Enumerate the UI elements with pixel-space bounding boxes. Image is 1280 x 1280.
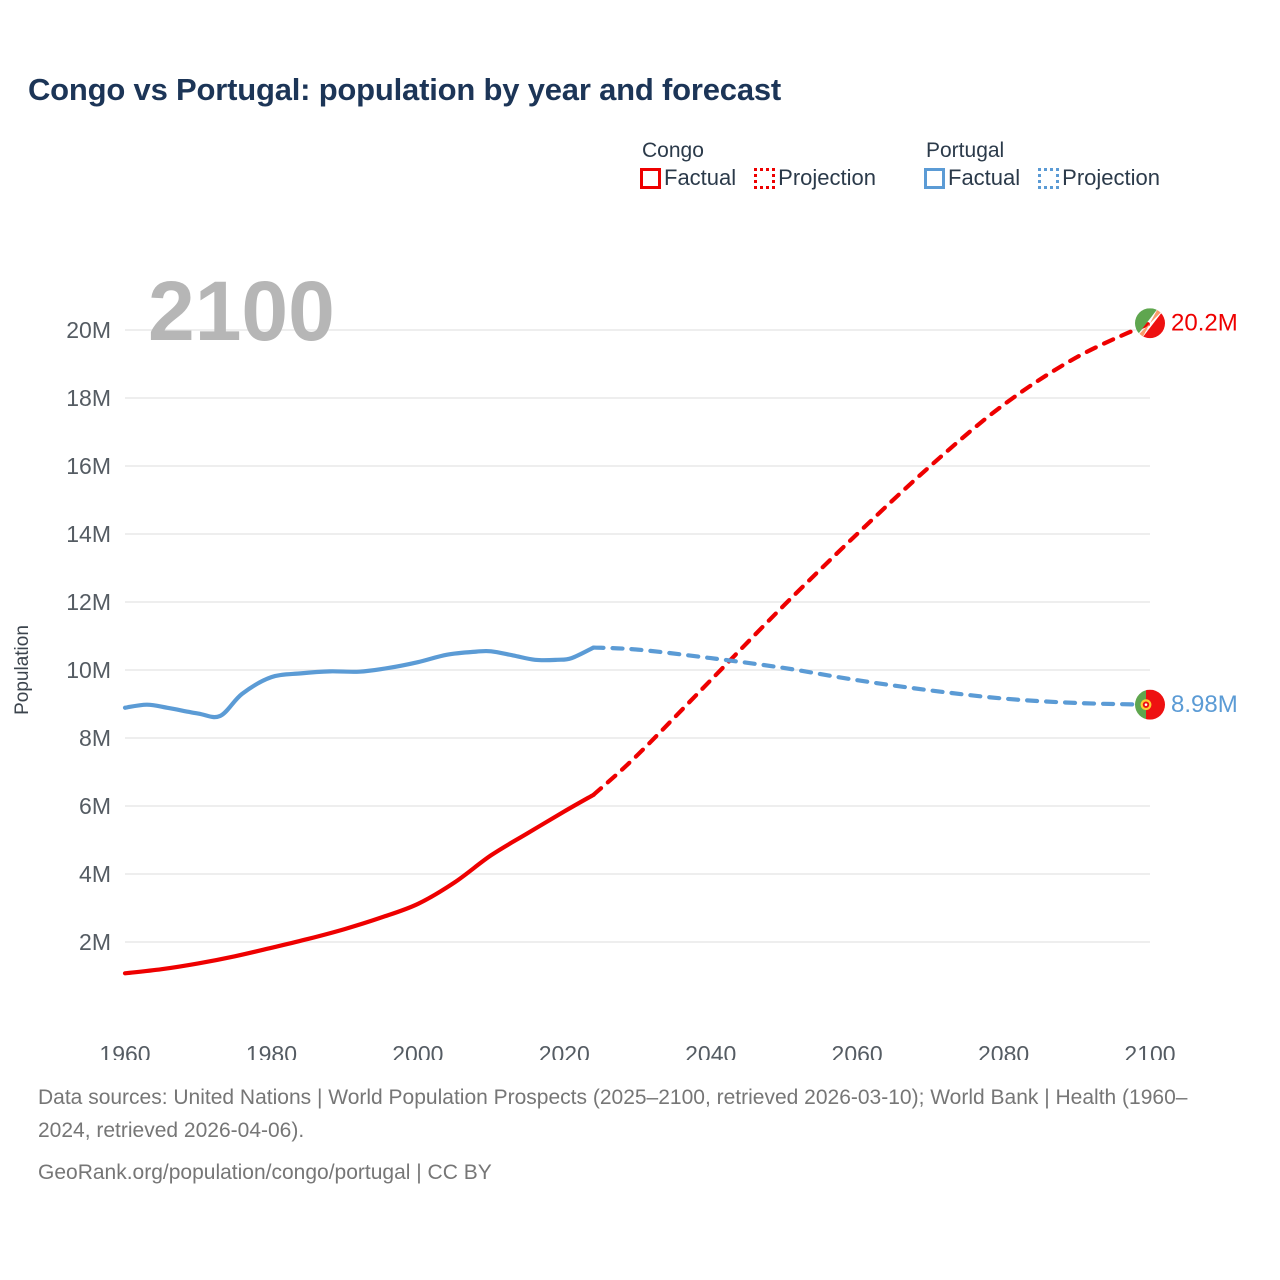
series-lines bbox=[122, 321, 1153, 976]
end-value-label-congo: 20.2M bbox=[1171, 310, 1238, 337]
y-axis-ticks: 2M 4M 6M 8M 10M 12M 14M 16M 18M 20M bbox=[66, 317, 111, 955]
attribution-text[interactable]: GeoRank.org/population/congo/portugal | … bbox=[38, 1161, 492, 1185]
legend-group-title-portugal: Portugal bbox=[926, 139, 1005, 162]
x-tick-label: 1980 bbox=[246, 1041, 297, 1060]
legend-item-congo-projection[interactable]: Projection bbox=[754, 167, 876, 189]
chart-legend: Congo Factual Projection Portugal Factua… bbox=[640, 140, 1160, 189]
series-line-factual-congo bbox=[122, 792, 596, 976]
gridlines bbox=[125, 329, 1150, 943]
year-watermark: 2100 bbox=[148, 264, 335, 358]
portugal-flag-icon bbox=[1135, 689, 1165, 720]
y-axis-title: Population bbox=[12, 625, 33, 715]
y-tick-label: 2M bbox=[79, 929, 111, 955]
x-axis-ticks: 1960 1980 2000 2020 2040 2060 2080 2100 bbox=[99, 1041, 1175, 1060]
legend-entries-portugal: Factual Projection bbox=[924, 167, 1160, 189]
x-tick-label: 2100 bbox=[1124, 1041, 1175, 1060]
y-tick-label: 12M bbox=[66, 589, 111, 615]
x-tick-label: 2000 bbox=[392, 1041, 443, 1060]
population-line-chart: 2100 2M 4M 6M 8M 10M 12M 14M 16M 18M 20M 1960 1980… bbox=[12, 264, 1238, 1060]
x-tick-label: 2040 bbox=[685, 1041, 736, 1060]
y-tick-label: 18M bbox=[66, 385, 111, 411]
legend-swatch-icon bbox=[924, 167, 945, 189]
x-tick-label: 2020 bbox=[539, 1041, 590, 1060]
legend-item-label: Projection bbox=[778, 165, 876, 190]
legend-item-congo-factual[interactable]: Factual bbox=[640, 167, 736, 189]
x-tick-label: 2080 bbox=[978, 1041, 1029, 1060]
watermark-label: 2100 bbox=[148, 264, 335, 358]
legend-swatch-icon bbox=[640, 167, 661, 189]
y-tick-label: 4M bbox=[79, 861, 111, 887]
plot-area: 2100 2M 4M 6M 8M 10M 12M 14M 16M 18M 20M 1960 1980… bbox=[0, 250, 1280, 1060]
legend-item-label: Factual bbox=[664, 165, 737, 190]
page-title: Congo vs Portugal: population by year an… bbox=[28, 72, 782, 107]
x-tick-label: 2060 bbox=[832, 1041, 883, 1060]
y-tick-label: 8M bbox=[79, 725, 111, 751]
legend-entries-congo: Factual Projection bbox=[640, 167, 876, 189]
footer: Data sources: United Nations | World Pop… bbox=[38, 1082, 1238, 1190]
legend-swatch-icon bbox=[1038, 167, 1060, 189]
y-tick-label: 6M bbox=[79, 793, 111, 819]
y-axis-title-label: Population bbox=[12, 625, 33, 715]
series-line-projection-congo bbox=[591, 321, 1153, 797]
series-line-factual-portugal bbox=[122, 645, 596, 720]
y-tick-label: 16M bbox=[66, 453, 111, 479]
congo-flag-icon bbox=[1135, 308, 1165, 339]
y-tick-label: 10M bbox=[66, 657, 111, 683]
series-endpoints: 20.2M 8.98M bbox=[1135, 308, 1238, 720]
legend-swatch-icon bbox=[754, 167, 776, 189]
legend-item-label: Factual bbox=[948, 165, 1021, 190]
series-line-projection-portugal bbox=[591, 645, 1153, 707]
legend-item-portugal-factual[interactable]: Factual bbox=[924, 167, 1020, 189]
y-tick-label: 14M bbox=[66, 521, 111, 547]
legend-group-portugal: Portugal Factual Projection bbox=[924, 140, 1160, 189]
legend-item-portugal-projection[interactable]: Projection bbox=[1038, 167, 1160, 189]
legend-group-congo: Congo Factual Projection bbox=[640, 140, 876, 189]
data-sources-text: Data sources: United Nations | World Pop… bbox=[38, 1086, 1188, 1142]
x-tick-label: 1960 bbox=[99, 1041, 150, 1060]
legend-item-label: Projection bbox=[1062, 165, 1160, 190]
legend-group-title-congo: Congo bbox=[642, 139, 704, 162]
y-tick-label: 20M bbox=[66, 317, 111, 343]
end-value-label-portugal: 8.98M bbox=[1171, 691, 1238, 718]
